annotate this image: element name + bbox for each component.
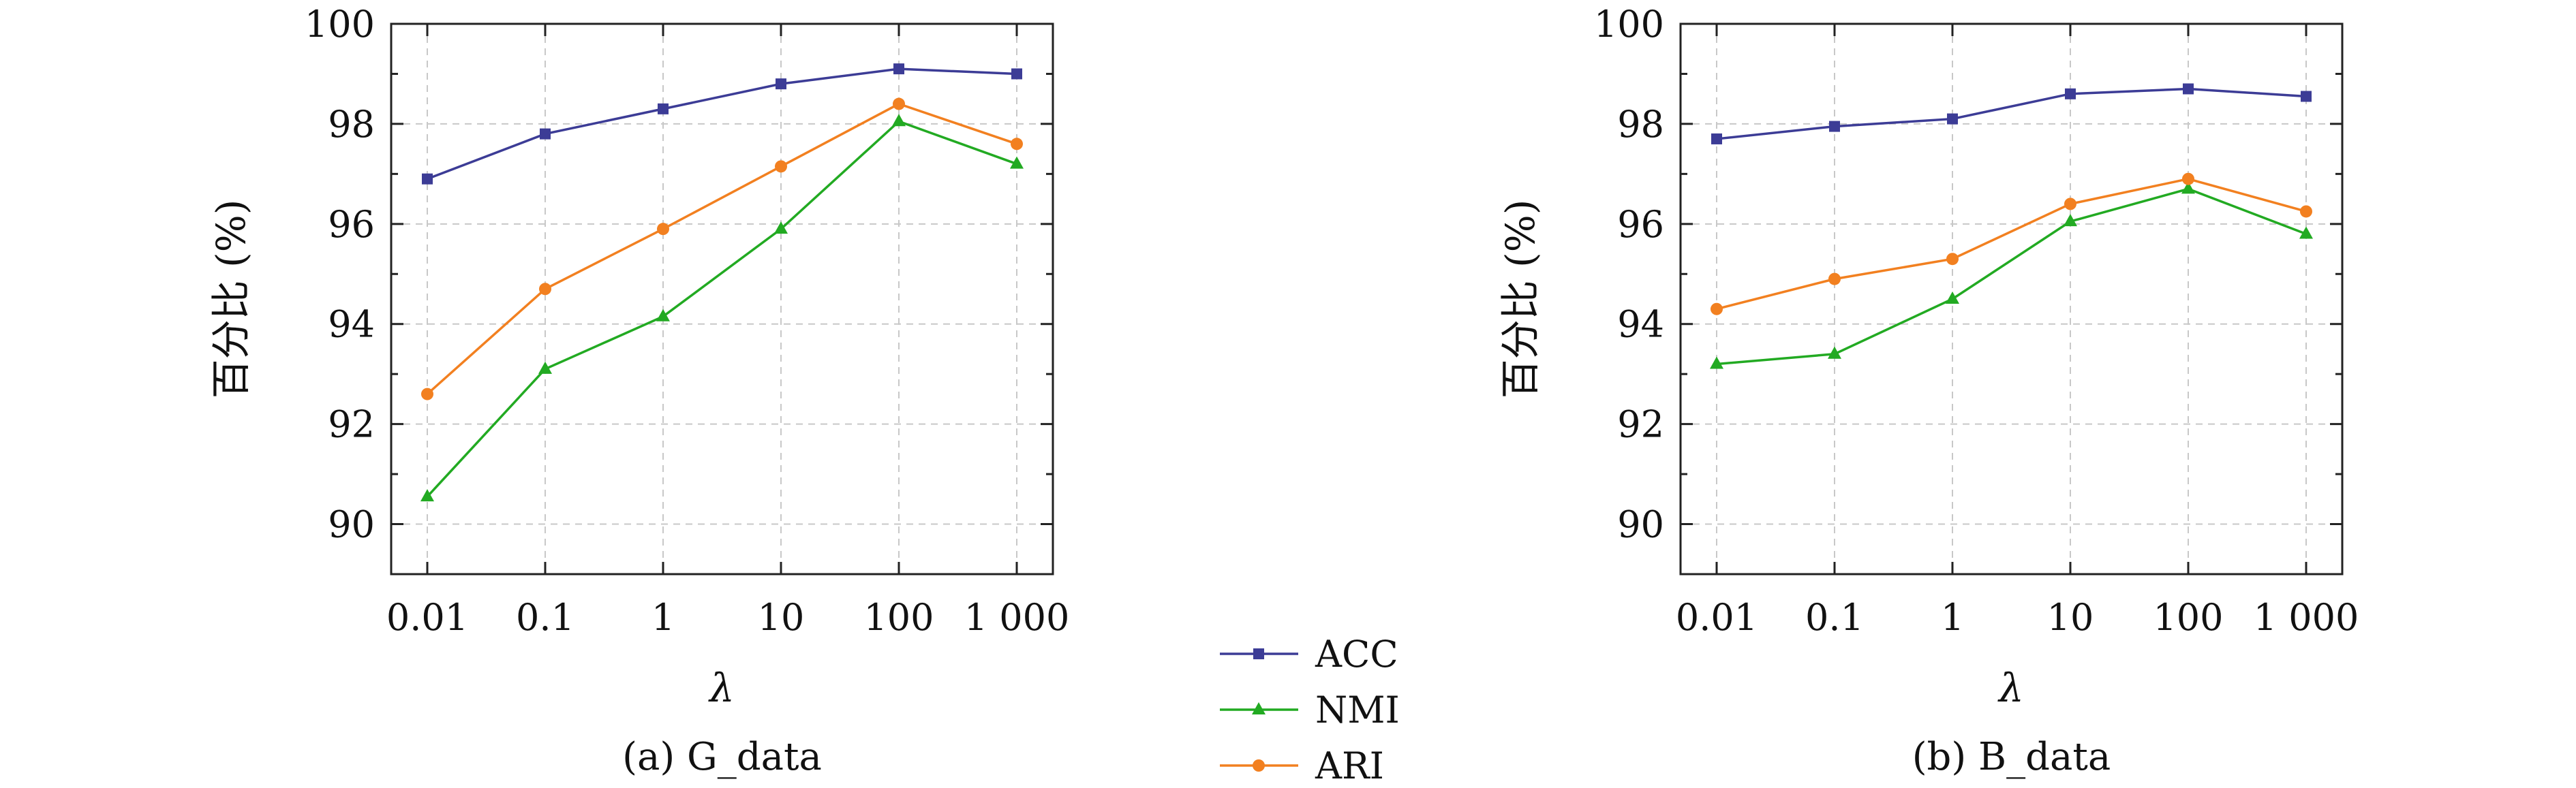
data-point-ari <box>893 97 905 110</box>
chart-caption: (a) G_data <box>622 735 822 779</box>
y-tick-label: 98 <box>328 103 375 146</box>
data-point-acc <box>658 103 669 114</box>
legend-label: ACC <box>1315 633 1398 676</box>
y-tick-label: 90 <box>1617 503 1664 546</box>
series-acc <box>422 63 1022 185</box>
x-tick-label: 1 <box>1941 596 1964 639</box>
data-point-acc <box>1711 133 1722 144</box>
series-line-nmi <box>1716 187 2307 366</box>
x-tick-label: 1 000 <box>964 596 1070 639</box>
legend-item-nmi: NMI <box>1220 689 1400 731</box>
data-point-acc <box>893 63 904 75</box>
legend-label: NMI <box>1315 689 1400 731</box>
chart-a: 90 92 94 96 98 100 0.01 0.1 1 10 100 1 000 λ 百分比 (%) (… <box>208 3 1069 779</box>
plot-frame <box>1679 22 2344 576</box>
series-line-nmi <box>426 120 1017 498</box>
series-ari <box>421 97 1023 400</box>
x-tick-label: 1 000 <box>2254 596 2359 639</box>
data-point-ari <box>2300 205 2312 218</box>
series-line-ari <box>426 102 1017 395</box>
x-tick-label: 100 <box>863 596 934 639</box>
data-point-acc <box>1011 68 1022 80</box>
data-point-ari <box>1711 302 1723 315</box>
legend-marker <box>1253 759 1265 772</box>
x-axis-label: λ <box>1997 665 2024 711</box>
data-point-nmi <box>1828 346 1841 359</box>
y-tick-label: 92 <box>1617 403 1664 446</box>
x-tick-label: 10 <box>758 596 805 639</box>
legend: ACC NMI ARI <box>1220 633 1400 787</box>
y-tick-label: 100 <box>1594 3 1664 46</box>
legend-item-ari: ARI <box>1220 744 1384 787</box>
data-point-nmi <box>2181 181 2195 194</box>
grid <box>391 23 1053 574</box>
data-point-ari <box>657 223 669 236</box>
legend-item-acc: ACC <box>1220 633 1398 676</box>
series-ari <box>1711 172 2312 315</box>
series-line-ari <box>1716 177 2307 311</box>
data-point-ari <box>539 283 551 296</box>
x-tick-label: 0.1 <box>516 596 574 639</box>
x-tick-label: 1 <box>651 596 675 639</box>
legend-marker <box>1252 702 1266 714</box>
data-point-nmi <box>656 309 670 321</box>
data-point-acc <box>776 78 786 90</box>
legend-label: ARI <box>1315 744 1384 787</box>
data-point-nmi <box>892 114 906 127</box>
data-point-acc <box>1947 113 1958 125</box>
y-tick-label: 100 <box>305 3 375 46</box>
x-tick-label: 10 <box>2047 596 2094 639</box>
data-point-ari <box>421 388 433 400</box>
data-point-acc <box>2065 88 2076 99</box>
data-point-acc <box>540 128 551 140</box>
y-axis-label: 百分比 (%) <box>1497 200 1544 399</box>
data-point-ari <box>2064 198 2076 210</box>
x-tick-label: 0.01 <box>386 596 468 639</box>
data-point-acc <box>2301 91 2312 102</box>
data-point-ari <box>1828 272 1841 285</box>
data-point-acc <box>1829 121 1840 132</box>
series-nmi <box>420 114 1024 502</box>
data-point-ari <box>2182 172 2194 185</box>
series-line-acc <box>427 67 1017 180</box>
x-axis-label: λ <box>708 665 735 711</box>
series-nmi <box>1710 181 2313 369</box>
series-acc <box>1711 83 2312 144</box>
y-tick-label: 96 <box>1617 203 1664 246</box>
data-point-nmi <box>1710 356 1723 369</box>
data-point-acc <box>2183 83 2194 95</box>
data-point-nmi <box>538 361 552 374</box>
y-tick-label: 96 <box>328 203 375 246</box>
chart-b: 90 92 94 96 98 100 0.01 0.1 1 10 100 1 000 λ 百分比 (%) (… <box>1497 3 2359 779</box>
data-point-acc <box>422 173 433 185</box>
legend-marker <box>1253 648 1264 659</box>
y-tick-label: 98 <box>1617 103 1664 146</box>
y-tick-label: 94 <box>328 303 375 346</box>
data-point-nmi <box>774 221 788 234</box>
y-axis-label: 百分比 (%) <box>208 200 254 399</box>
data-point-ari <box>1011 138 1023 151</box>
data-point-nmi <box>2064 214 2077 227</box>
series-line-acc <box>1716 87 2307 140</box>
chart-caption: (b) B_data <box>1912 735 2111 779</box>
x-tick-label: 0.01 <box>1676 596 1758 639</box>
data-point-nmi <box>1946 291 1959 304</box>
y-tick-label: 94 <box>1617 303 1664 346</box>
data-point-nmi <box>420 489 434 502</box>
y-tick-label: 90 <box>328 503 375 546</box>
plot-frame <box>390 22 1054 576</box>
data-point-ari <box>775 160 787 173</box>
data-point-ari <box>1946 253 1959 266</box>
data-point-nmi <box>2299 226 2313 239</box>
y-tick-label: 92 <box>328 403 375 446</box>
x-tick-label: 100 <box>2153 596 2223 639</box>
data-point-nmi <box>1010 156 1024 169</box>
x-tick-label: 0.1 <box>1805 596 1864 639</box>
